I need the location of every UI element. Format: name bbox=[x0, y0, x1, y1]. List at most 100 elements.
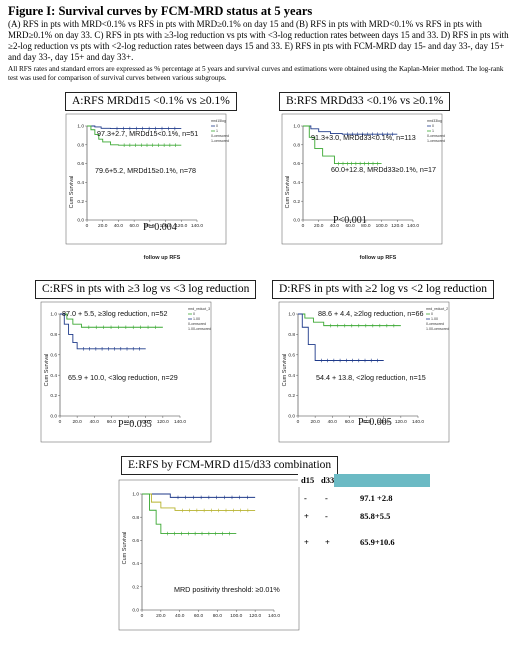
km-curve-a-0 bbox=[87, 125, 182, 129]
combo-table-header: d15 d33 bbox=[298, 474, 430, 487]
y-tick-label: 0.4 bbox=[132, 561, 139, 567]
panel-e-threshold: MRD positivity threshold: ≥0.01% bbox=[174, 585, 280, 594]
panel-a-legend-1: 1 bbox=[216, 129, 218, 133]
panel-a-pvalue: P=0.004 bbox=[143, 222, 177, 233]
panel-e-chart: Cum Survival 0 20.0 40.0 60.0 80.0 100.0 120.0… bbox=[118, 479, 300, 631]
y-tick-label: 0.6 bbox=[50, 352, 57, 358]
combo-row: + + 65.9+10.6 bbox=[298, 537, 430, 549]
y-tick-label: 0.8 bbox=[288, 332, 295, 338]
x-tick-label: 80.0 bbox=[145, 223, 155, 229]
panel-b-xlabel: follow up RFS bbox=[360, 255, 397, 261]
panel-c-legend-2: 0-censored bbox=[188, 322, 206, 326]
panel-a-plot: 0 20.0 40.0 60.0 80.0 100.0 120.0 140.0 0.0 0.2 0.… bbox=[77, 124, 203, 229]
y-tick-label: 0.0 bbox=[293, 218, 300, 224]
x-tick-label: 100.0 bbox=[140, 419, 152, 425]
x-tick-label: 0 bbox=[297, 419, 300, 425]
panel-d-pvalue: P=0.005 bbox=[358, 417, 392, 428]
x-tick-label: 60.0 bbox=[107, 419, 117, 425]
panel-a-legend-3: 1-censored bbox=[211, 139, 229, 143]
panel-c-title: C:RFS in pts with ≥3 log vs <3 log reduc… bbox=[35, 280, 257, 299]
combo-row-d15: + bbox=[304, 537, 309, 547]
x-tick-label: 40.0 bbox=[114, 223, 124, 229]
x-tick-label: 140.0 bbox=[412, 419, 424, 425]
panel-c-legend-3: 1.00-censored bbox=[188, 327, 211, 331]
panel-b-chart: Cum Survival follow up RFS 0 20.0 40.0 60.0… bbox=[281, 113, 445, 261]
x-tick-label: 40.0 bbox=[90, 419, 100, 425]
y-tick-label: 1.0 bbox=[77, 124, 84, 130]
panel-c-legend-1: 1.00 bbox=[193, 317, 200, 321]
x-tick-label: 60.0 bbox=[129, 223, 139, 229]
y-tick-label: 0.6 bbox=[132, 538, 139, 544]
combo-row-rfs: 85.8+5.5 bbox=[360, 511, 391, 521]
panel-a-annotation-2: 79.6+5.2, MRDd15≥0.1%, n=78 bbox=[95, 166, 196, 175]
panel-e-ylabel: Cum Survival bbox=[122, 532, 128, 565]
x-tick-label: 120.0 bbox=[157, 419, 169, 425]
x-tick-label: 80.0 bbox=[362, 419, 372, 425]
x-tick-label: 120.0 bbox=[395, 419, 407, 425]
x-tick-label: 80.0 bbox=[213, 613, 223, 619]
y-tick-label: 0.2 bbox=[132, 584, 139, 590]
panel-b-legend: mrd33log 0 1 0-censored 1-censored bbox=[427, 119, 445, 143]
y-tick-label: 0.6 bbox=[288, 352, 295, 358]
panel-d-plot: 0 20.0 40.0 60.0 80.0 100.0 120.0 140.0 0.0 0.2 0.… bbox=[288, 312, 424, 425]
panel-c-pvalue: P=0.035 bbox=[118, 419, 152, 430]
figure-caption: (A) RFS in pts with MRD<0.1% vs RFS in p… bbox=[8, 19, 509, 62]
y-tick-label: 1.0 bbox=[293, 124, 300, 130]
km-curve-e-0 bbox=[142, 493, 256, 498]
panel-a-legend: mrd15log 0 1 0-censored 1-censored bbox=[211, 119, 229, 143]
combo-row-d15: + bbox=[304, 511, 309, 521]
x-tick-label: 140.0 bbox=[407, 223, 419, 229]
y-tick-label: 0.0 bbox=[77, 218, 84, 224]
panel-c-annotation-1: 87.0 + 5.5, ≥3log reduction, n=52 bbox=[62, 309, 167, 318]
panel-d-annotation-2: 54.4 + 13.8, <2log reduction, n=15 bbox=[316, 373, 426, 382]
combo-table: d15 d33 - - 97.1 +2.8 + - 85.8+5.5 + + 6… bbox=[298, 474, 430, 560]
combo-header-d15: d15 bbox=[301, 475, 315, 485]
panel-c-plot: 0 20.0 40.0 60.0 80.0 100.0 120.0 140.0 0.0 0.2 0.… bbox=[50, 312, 186, 425]
x-tick-label: 40.0 bbox=[175, 613, 185, 619]
panel-c-annotation-2: 65.9 + 10.0, <3log reduction, n=29 bbox=[68, 373, 178, 382]
panel-b-legend-3: 1-censored bbox=[427, 139, 445, 143]
panel-c-border bbox=[40, 301, 212, 443]
x-tick-label: 120.0 bbox=[249, 613, 261, 619]
panel-d-title: D:RFS in pts with ≥2 log vs <2 log reduc… bbox=[272, 280, 494, 299]
x-tick-label: 0 bbox=[59, 419, 62, 425]
panel-d-legend-title: mrd_reduct_2 bbox=[426, 307, 448, 311]
y-tick-label: 0.6 bbox=[77, 161, 84, 167]
panel-a-chart: Cum Survival follow up RFS 0 20.0 40.0 60.0… bbox=[65, 113, 229, 261]
panel-c-legend-0: 0 bbox=[193, 312, 195, 316]
panel-a-ylabel: Cum Survival bbox=[69, 176, 75, 209]
figure-note: All RFS rates and standard errors are ex… bbox=[8, 65, 504, 82]
x-tick-label: 140.0 bbox=[191, 223, 203, 229]
km-curve-e-2 bbox=[142, 493, 237, 535]
panel-b-plot: 0 20.0 40.0 60.0 80.0 100.0 120.0 140.0 0.0 0.2 0.… bbox=[293, 124, 419, 229]
panel-d-ylabel: Cum Survival bbox=[282, 354, 288, 387]
panel-b-legend-title: mrd33log bbox=[427, 119, 442, 123]
panel-d-legend-1: 1.00 bbox=[431, 317, 438, 321]
km-curve-d-1 bbox=[298, 313, 384, 361]
panel-d-legend-0: 0 bbox=[431, 312, 433, 316]
y-tick-label: 0.0 bbox=[288, 414, 295, 420]
y-tick-label: 0.4 bbox=[293, 180, 300, 186]
panel-e-plot: 0 20.0 40.0 60.0 80.0 100.0 120.0 140.0 0.0 0.2 0.… bbox=[132, 492, 280, 619]
combo-row-d33: - bbox=[325, 493, 328, 503]
x-tick-label: 0 bbox=[302, 223, 305, 229]
combo-row-rfs: 97.1 +2.8 bbox=[360, 493, 393, 503]
km-curve-e-1 bbox=[142, 493, 256, 511]
panel-d-legend-3: 1.00-censored bbox=[426, 327, 449, 331]
km-curve-a-1 bbox=[87, 125, 182, 146]
panel-e-title: E:RFS by FCM-MRD d15/d33 combination bbox=[121, 456, 339, 475]
panel-b-legend-0: 0 bbox=[432, 124, 434, 128]
combo-header-d33: d33 bbox=[321, 475, 335, 485]
x-tick-label: 0 bbox=[86, 223, 89, 229]
panel-b-annotation-2: 60.0+12.8, MRDd33≥0.1%, n=17 bbox=[331, 165, 436, 174]
y-tick-label: 1.0 bbox=[288, 312, 295, 318]
y-tick-label: 0.4 bbox=[50, 373, 57, 379]
km-curve-c-0 bbox=[60, 313, 163, 328]
combo-row-d15: - bbox=[304, 493, 307, 503]
x-tick-label: 100.0 bbox=[378, 419, 390, 425]
panel-a-annotation-1: 97.3+2.7, MRDd15<0.1%, n=51 bbox=[97, 129, 198, 138]
y-tick-label: 0.8 bbox=[50, 332, 57, 338]
y-tick-label: 0.2 bbox=[288, 393, 295, 399]
x-tick-label: 80.0 bbox=[124, 419, 134, 425]
x-tick-label: 100.0 bbox=[230, 613, 242, 619]
